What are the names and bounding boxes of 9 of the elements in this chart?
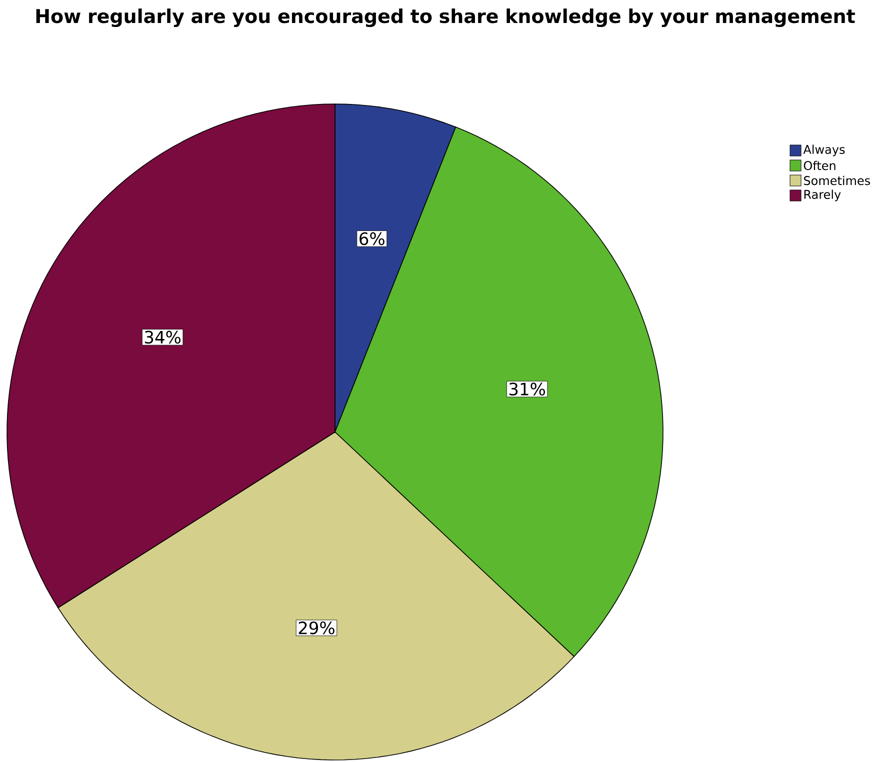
data-label: 34% xyxy=(144,330,180,344)
data-label: 31% xyxy=(509,382,546,396)
legend-label: Always xyxy=(803,144,845,156)
legend-label: Often xyxy=(804,160,836,170)
data-label: 6% xyxy=(360,232,384,246)
legend-label: Sometimes xyxy=(804,176,870,186)
legend-label: Rarely xyxy=(804,190,841,202)
data-label: 29% xyxy=(298,621,334,634)
chart-title: How regularly are you encouraged to share knowledge by your management xyxy=(36,8,855,28)
